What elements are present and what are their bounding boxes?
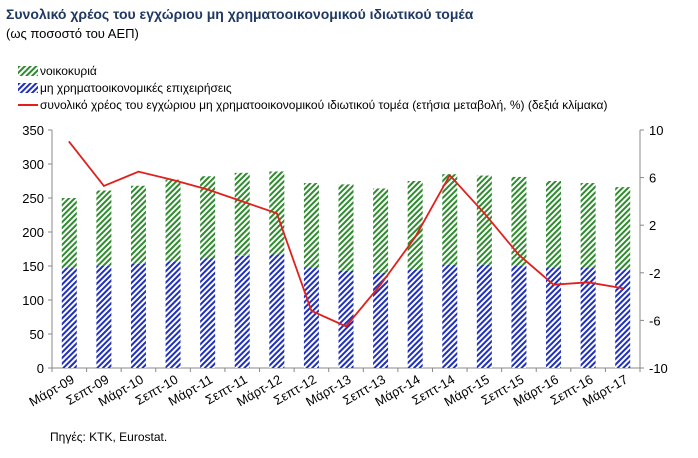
bar-nfc [200, 258, 216, 368]
y-right-tick-label: 10 [649, 123, 663, 138]
y-left-tick-label: 100 [22, 293, 44, 308]
bar-households [373, 188, 389, 273]
y-left-tick-label: 250 [22, 191, 44, 206]
y-right-tick-label: -10 [649, 361, 668, 376]
bar-households [442, 174, 458, 265]
line-point [483, 212, 486, 215]
bar-nfc [130, 263, 146, 368]
bar-nfc [476, 264, 492, 368]
y-left-tick-label: 50 [30, 327, 44, 342]
bar-nfc [165, 261, 181, 368]
legend-swatch-line [18, 103, 38, 106]
y-left-tick-label: 300 [22, 157, 44, 172]
bar-households [407, 181, 423, 270]
bar-households [615, 187, 631, 270]
line-point [241, 200, 244, 203]
bar-nfc [234, 255, 250, 368]
bar-nfc [373, 272, 389, 368]
bar-nfc [96, 266, 112, 368]
bar-households [303, 183, 319, 268]
bar-nfc [338, 270, 354, 368]
line-point [552, 283, 555, 286]
line-point [587, 281, 590, 284]
line-point [518, 254, 520, 256]
line-point [345, 325, 347, 328]
legend-label-line: συνολικό χρέος του εγχώριου μη χρηματοοι… [40, 97, 608, 112]
legend-item-line: συνολικό χρέος του εγχώριου μη χρηματοοι… [18, 96, 608, 113]
bar-households [200, 176, 216, 259]
y-left-tick-label: 0 [37, 361, 44, 376]
bar-households [96, 190, 112, 266]
line-point [275, 212, 278, 215]
legend-item-nfc: μη χρηματοοικονομικές επιχειρήσεις [18, 79, 608, 96]
legend-label-households: νοικοκυριά [40, 63, 97, 78]
bar-nfc [580, 267, 596, 368]
legend-swatch-households [18, 65, 38, 76]
line-point [102, 185, 105, 187]
legend-item-households: νοικοκυριά [18, 62, 608, 79]
line-point [137, 170, 140, 173]
line-point [206, 188, 209, 191]
legend-label-nfc: μη χρηματοοικονομικές επιχειρήσεις [40, 80, 232, 95]
line-point [621, 287, 624, 290]
y-right-tick-label: 2 [649, 218, 656, 233]
bar-nfc [546, 267, 562, 368]
bar-nfc [511, 266, 527, 368]
y-left-tick-label: 200 [22, 225, 44, 240]
line-point [448, 174, 451, 177]
y-left-tick-label: 350 [22, 123, 44, 138]
y-right-tick-label: -2 [649, 266, 661, 281]
line-point [68, 141, 71, 143]
bar-households [546, 181, 562, 268]
y-right-tick-label: 6 [649, 171, 656, 186]
line-point [379, 283, 382, 286]
line-point [172, 179, 174, 181]
source-note: Πηγές: ΚΤΚ, Eurostat. [50, 430, 168, 444]
bar-households [338, 184, 354, 271]
legend: νοικοκυριά μη χρηματοοικονομικές επιχειρ… [18, 62, 608, 113]
bar-nfc [615, 269, 631, 368]
bar-nfc [442, 264, 458, 368]
bar-households [511, 176, 527, 266]
line-point [310, 309, 313, 312]
chart-title: Συνολικό χρέος του εγχώριου μη χρηματοοι… [6, 6, 474, 22]
bar-nfc [407, 269, 423, 368]
bar-households [234, 172, 250, 256]
y-left-tick-label: 150 [22, 259, 44, 274]
bar-households [580, 183, 596, 268]
line-point [414, 236, 417, 239]
bar-nfc [61, 268, 77, 368]
legend-swatch-nfc [18, 82, 38, 93]
bar-households [165, 179, 181, 262]
bar-households [476, 175, 492, 265]
chart-subtitle: (ως ποσοστό του ΑΕΠ) [6, 26, 139, 41]
bar-households [61, 198, 77, 269]
bar-nfc [269, 254, 285, 368]
y-right-tick-label: -6 [649, 313, 661, 328]
bar-households [130, 185, 146, 264]
bar-nfc [303, 267, 319, 368]
